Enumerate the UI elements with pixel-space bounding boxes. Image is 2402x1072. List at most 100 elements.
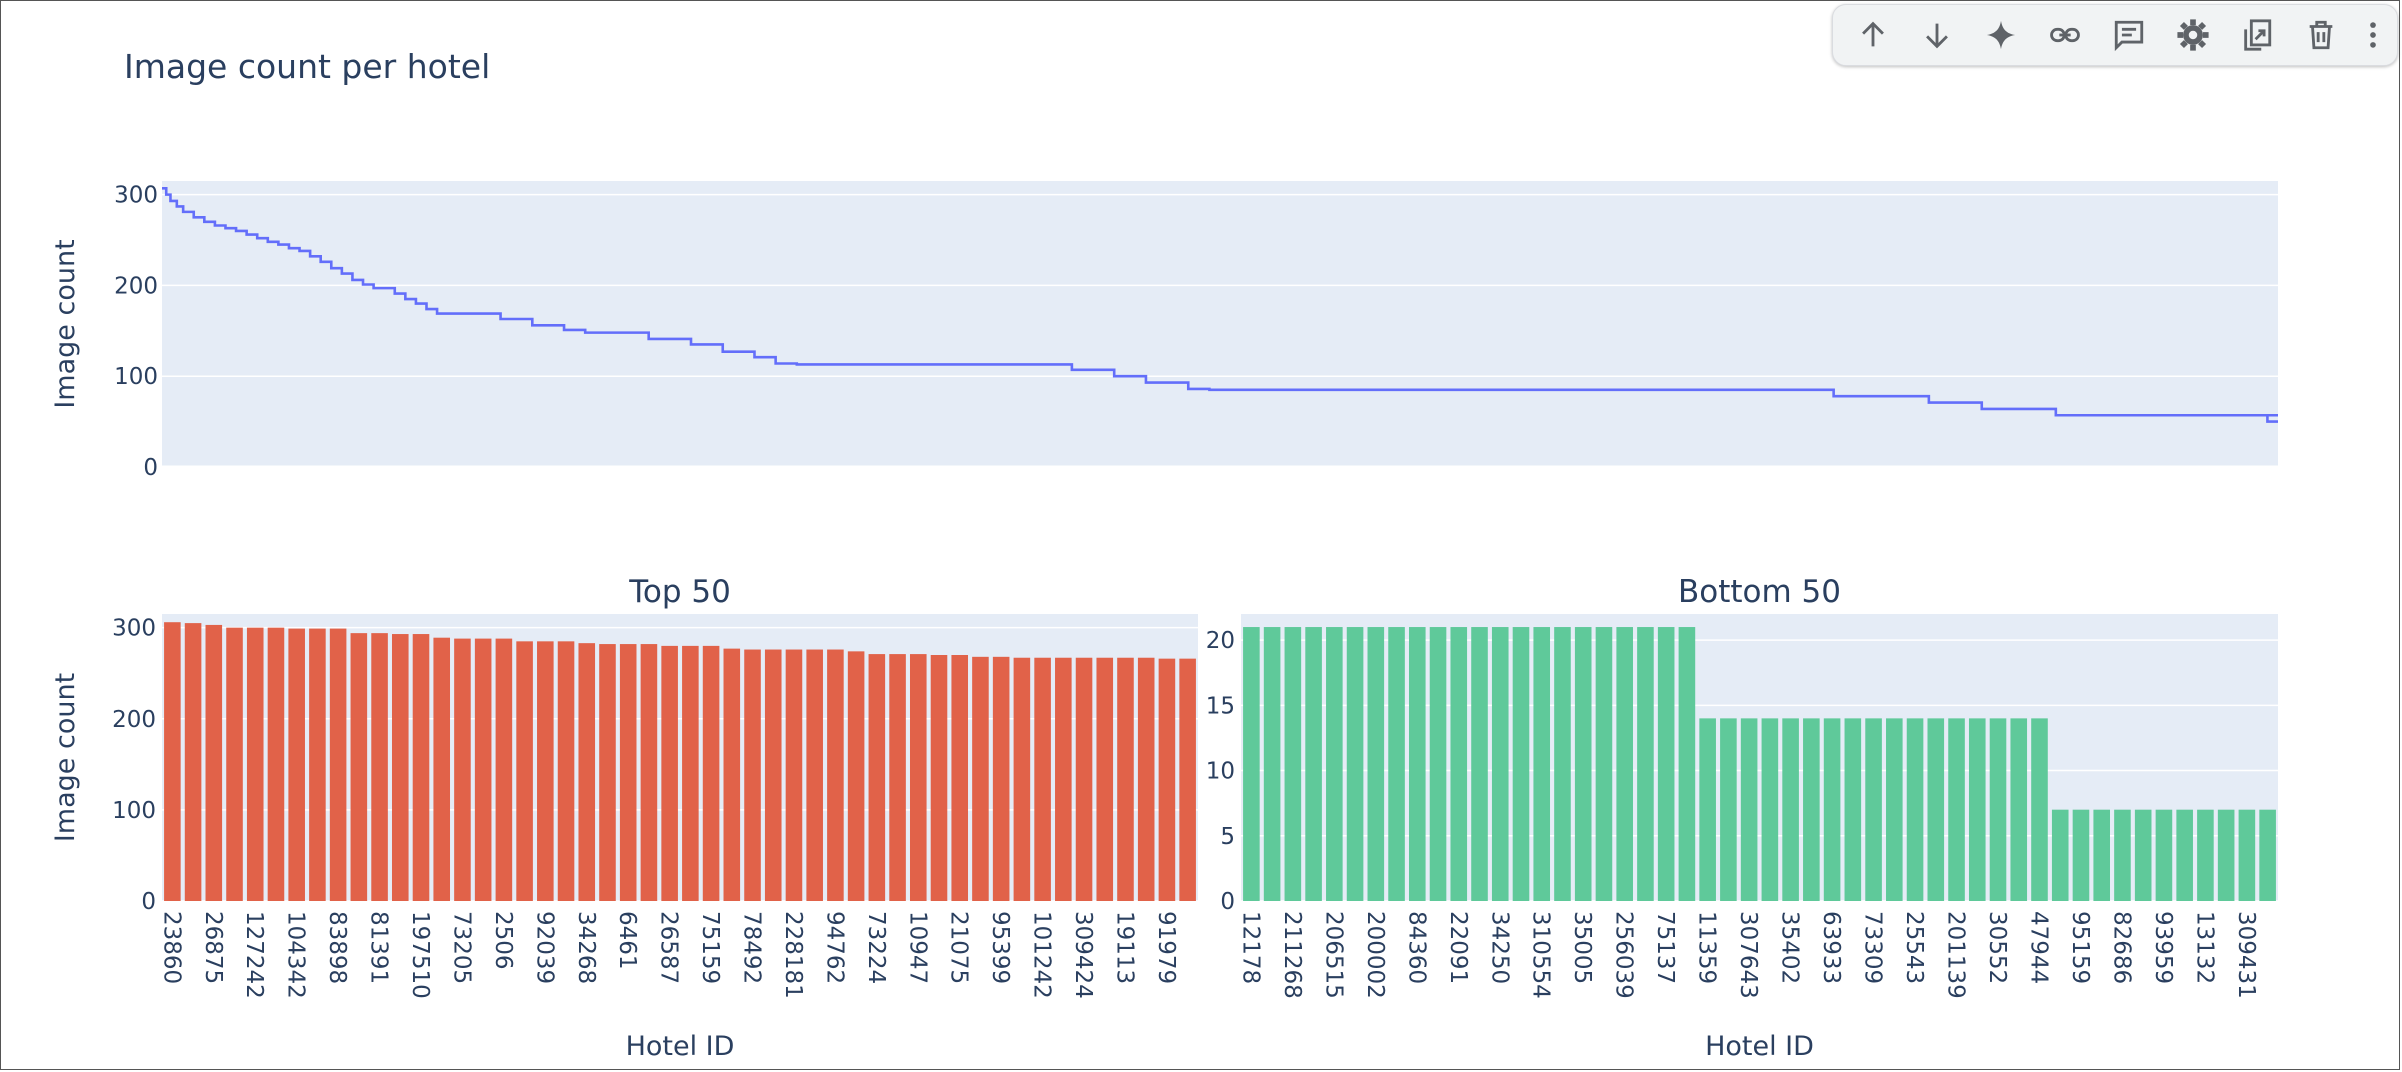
y-tick-label: 200 [114, 273, 158, 299]
x-tick-label: 83898 [324, 911, 350, 984]
bar [1699, 718, 1716, 901]
bar [226, 627, 243, 901]
bar [1637, 627, 1654, 901]
x-tick-label: 35005 [1569, 911, 1595, 984]
bar [2134, 809, 2152, 901]
bar [2176, 809, 2193, 901]
bar [371, 633, 388, 901]
x-tick-label: 35402 [1777, 911, 1803, 984]
x-tick-label: 73205 [448, 911, 474, 984]
move-up-button[interactable] [1841, 4, 1905, 66]
bar [557, 641, 575, 901]
x-tick-label: 310554 [1528, 911, 1554, 999]
bar [1034, 657, 1051, 901]
gear-icon [2177, 19, 2209, 51]
bar [1533, 627, 1551, 901]
mirror-cell-button[interactable] [2225, 4, 2289, 66]
more-options-button[interactable] [2353, 4, 2393, 66]
x-tick-label: 75137 [1652, 911, 1678, 984]
bar [2072, 809, 2090, 901]
chart-title: Image count per hotel [124, 47, 490, 86]
comment-button[interactable] [2097, 4, 2161, 66]
bar [1512, 627, 1530, 901]
bar [661, 645, 678, 901]
comment-icon [2114, 20, 2144, 52]
bar [1678, 627, 1696, 901]
bar [184, 623, 202, 901]
bar [164, 622, 181, 901]
bar [1137, 657, 1155, 901]
bar [1408, 627, 1426, 901]
y-axis-label: Image count [50, 239, 81, 408]
bar [474, 638, 492, 901]
x-tick-label: 82686 [2108, 911, 2134, 984]
bar [1865, 718, 1882, 901]
x-tick-label: 200002 [1362, 911, 1388, 999]
series-line [162, 186, 2278, 423]
bar [909, 654, 927, 901]
ai-sparkle-button[interactable] [1969, 4, 2033, 66]
x-tick-label: 211268 [1279, 911, 1305, 999]
x-tick-label: 21075 [946, 911, 972, 984]
bar [1554, 627, 1571, 901]
bar [329, 628, 347, 901]
x-axis-label: Hotel ID [1705, 1031, 1814, 1062]
bar [702, 645, 720, 901]
bar [1886, 718, 1903, 901]
mirror-cell-icon [2244, 19, 2272, 51]
more-vert-icon [2370, 22, 2376, 48]
x-tick-label: 91979 [1153, 911, 1179, 984]
y-tick-label: 0 [143, 455, 158, 481]
x-tick-label: 73224 [863, 911, 889, 984]
move-down-button[interactable] [1905, 4, 1969, 66]
x-tick-label: 206515 [1320, 911, 1346, 999]
bar [1989, 718, 2007, 901]
bar [682, 645, 699, 901]
x-tick-label: 78492 [739, 911, 765, 984]
bar [1803, 718, 1820, 901]
x-tick-label: 309431 [2233, 911, 2259, 999]
x-tick-label: 101242 [1029, 911, 1055, 999]
x-tick-label: 95159 [2067, 911, 2093, 984]
bar [1720, 718, 1737, 901]
x-tick-label: 309424 [1070, 911, 1096, 999]
subplot-title: Bottom 50 [1678, 574, 1841, 610]
bar [1823, 718, 1841, 901]
x-tick-label: 127242 [241, 911, 267, 999]
bar [1616, 627, 1633, 901]
bar [1429, 627, 1447, 901]
bar [495, 638, 513, 901]
y-axis-label: Image count [50, 673, 81, 842]
bar [288, 628, 305, 901]
bar [1243, 627, 1260, 901]
bar [267, 627, 285, 901]
bar [868, 654, 886, 901]
bar [2010, 718, 2028, 901]
top50-bar-chart-panel: 0 100 200 300 23860 26875 127242 104342 83898 813… [50, 574, 1198, 1062]
bar [309, 628, 326, 901]
bar [1491, 627, 1509, 901]
bar [578, 643, 596, 901]
bar [1595, 627, 1613, 901]
delete-button[interactable] [2289, 4, 2353, 66]
x-tick-label: 10947 [904, 911, 930, 984]
bar [2217, 809, 2235, 901]
bar [951, 655, 969, 901]
y-tick-label: 100 [114, 364, 158, 390]
bar [1657, 627, 1675, 901]
bar [1284, 627, 1302, 901]
bar [1305, 627, 1322, 901]
line-chart-panel: 0 100 200 300 Image count per hotel Image cou… [50, 47, 2278, 481]
bar [1326, 627, 1343, 901]
y-tick-label: 300 [114, 183, 158, 209]
x-tick-label: 201139 [1943, 911, 1969, 999]
link-button[interactable] [2033, 4, 2097, 66]
bar [1388, 627, 1405, 901]
bar [1471, 627, 1488, 901]
trash-icon [2309, 20, 2333, 50]
bar [1179, 658, 1196, 901]
settings-button[interactable] [2161, 4, 2225, 66]
bar [1968, 718, 1986, 901]
bar [246, 627, 264, 901]
x-tick-label: 34268 [573, 911, 599, 984]
